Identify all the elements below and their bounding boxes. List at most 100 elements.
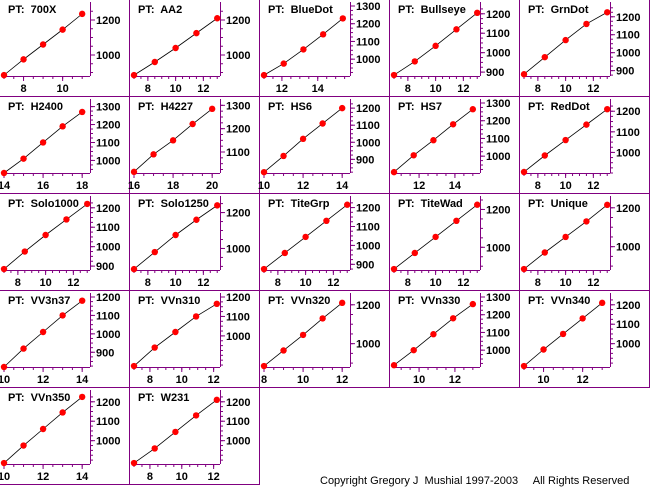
data-point <box>604 9 611 16</box>
chart-panel: 1100 1200 1300 16 18 20 PT: H4227 <box>128 97 260 194</box>
data-point <box>344 201 351 208</box>
chart-title: PT: BlueDot <box>268 4 333 16</box>
data-point <box>520 362 528 370</box>
data-point <box>430 137 437 144</box>
y-tick-label: 1300 <box>486 98 510 110</box>
data-point <box>39 41 47 48</box>
chart-title: PT: Solo1250 <box>138 198 209 210</box>
chart-panel: 1000 1100 1200 1300 10 12 PT: VVn330 <box>390 291 520 388</box>
y-tick-label: 1000 <box>226 436 250 448</box>
data-point <box>130 265 138 273</box>
x-tick-label: 12 <box>577 374 589 386</box>
x-tick-label: 10 <box>176 374 188 386</box>
chart-title: PT: AA2 <box>138 4 182 16</box>
data-point <box>390 168 398 176</box>
chart-panel: 900 1000 1100 1200 8 10 12 PT: GrnDot <box>520 0 650 97</box>
y-tick-label: 1200 <box>486 9 510 21</box>
data-point <box>208 105 216 113</box>
y-tick-label: 1200 <box>616 106 640 118</box>
y-tick-label: 1200 <box>486 116 510 128</box>
data-point <box>172 231 179 239</box>
x-tick-label: 12 <box>413 180 425 192</box>
x-tick-label: 8 <box>261 374 267 386</box>
data-point <box>319 120 326 127</box>
x-tick-label: 10 <box>537 374 549 386</box>
y-tick-label: 1000 <box>486 242 510 254</box>
data-point <box>151 248 159 256</box>
data-point <box>540 346 547 353</box>
data-point <box>432 42 439 50</box>
chart-title: PT: HS7 <box>398 101 442 113</box>
y-tick-label: 1000 <box>96 155 120 167</box>
y-tick-label: 900 <box>96 347 114 359</box>
y-tick-label: 1100 <box>356 120 380 132</box>
data-point <box>172 428 179 436</box>
data-point <box>78 108 86 116</box>
data-point <box>39 139 47 146</box>
chart-panel: 1000 1200 8 10 PT: 700X <box>0 0 130 97</box>
data-point <box>281 249 289 257</box>
x-tick-label: 10 <box>0 374 10 386</box>
data-point <box>130 168 138 176</box>
data-point <box>78 10 86 18</box>
data-point <box>559 330 567 338</box>
chart-title: PT: Solo1000 <box>8 198 79 210</box>
chart-title: PT: H4227 <box>138 101 193 113</box>
data-point <box>150 151 157 158</box>
chart-title: PT: 700X <box>8 4 57 16</box>
y-tick-label: 1100 <box>96 310 120 322</box>
data-point <box>20 345 27 352</box>
y-tick-label: 1000 <box>356 137 380 149</box>
chart-title: PT: VV3n37 <box>8 295 70 307</box>
data-point <box>541 152 549 159</box>
x-tick-label: 8 <box>145 277 151 289</box>
y-tick-label: 1000 <box>226 331 250 343</box>
chart-panel: 900 1000 1100 1200 8 10 12 PT: TiteGrp <box>260 194 390 291</box>
data-point <box>579 315 586 322</box>
x-tick-label: 12 <box>67 277 79 289</box>
x-tick-label: 14 <box>449 180 462 192</box>
data-point <box>172 328 179 336</box>
chart-title: PT: TiteGrp <box>268 198 330 210</box>
y-tick-label: 1200 <box>616 12 640 24</box>
data-point <box>213 300 221 308</box>
data-point <box>192 313 200 320</box>
data-point <box>410 152 417 159</box>
y-tick-label: 1000 <box>96 436 120 448</box>
data-point <box>59 26 66 33</box>
data-point <box>302 233 309 241</box>
chart-panel: 1000 1100 1200 10 12 PT: VVn340 <box>520 291 650 388</box>
data-point <box>299 331 307 339</box>
copyright-notice: Copyright Gregory J Mushial 1997-2003 Al… <box>320 475 630 487</box>
chart-panel: 1000 1100 1200 10 12 14 PT: VVn350 <box>0 388 130 485</box>
chart-panel: 900 1000 1100 1200 8 10 12 PT: Bullseye <box>390 0 520 97</box>
chart-panel: 1000 1100 1200 1300 14 16 18 PT: H2400 <box>0 97 130 194</box>
x-tick-label: 12 <box>197 83 209 95</box>
data-point <box>151 445 158 452</box>
x-tick-label: 8 <box>535 180 541 192</box>
data-point <box>583 218 590 225</box>
y-tick-label: 1200 <box>616 300 640 312</box>
x-tick-label: 10 <box>39 277 51 289</box>
data-point <box>390 362 398 369</box>
data-point <box>411 249 419 257</box>
x-tick-label: 10 <box>429 83 441 95</box>
data-point <box>562 36 569 44</box>
x-tick-label: 10 <box>429 277 441 289</box>
data-point <box>192 412 200 419</box>
y-tick-label: 1200 <box>226 208 250 220</box>
data-point <box>474 201 481 208</box>
x-tick-label: 12 <box>587 277 599 289</box>
y-tick-label: 1000 <box>616 48 640 60</box>
data-point <box>260 168 268 176</box>
x-tick-label: 14 <box>76 471 89 483</box>
x-tick-label: 14 <box>76 374 89 386</box>
x-tick-label: 12 <box>276 83 288 95</box>
x-tick-label: 10 <box>559 83 571 95</box>
data-point <box>260 71 268 79</box>
y-tick-label: 1000 <box>616 242 640 254</box>
x-tick-label: 18 <box>167 180 179 192</box>
y-tick-label: 1200 <box>96 292 120 304</box>
